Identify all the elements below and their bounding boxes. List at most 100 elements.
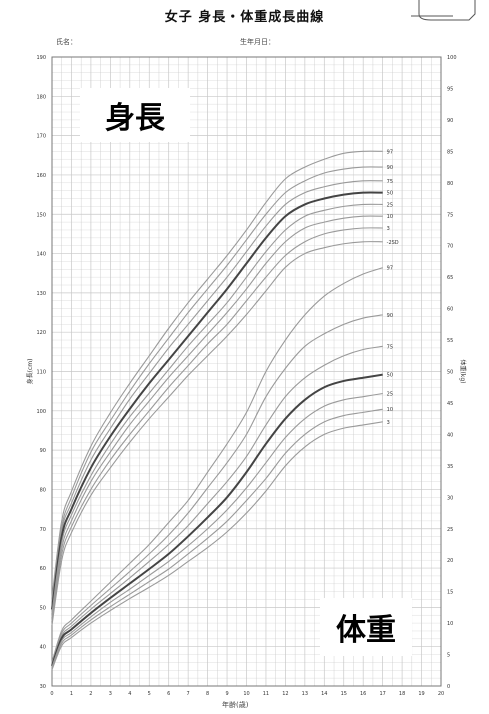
height-tick-label: 130 [36, 291, 46, 297]
x-tick-label: 0 [50, 691, 53, 697]
x-tick-label: 14 [321, 691, 327, 697]
height-tick-label: 140 [36, 252, 46, 258]
x-tick-label: 12 [282, 691, 288, 697]
x-tick-label: 8 [206, 691, 209, 697]
weight-tick-label: 20 [447, 558, 453, 564]
height-label-p10: 10 [387, 214, 393, 220]
weight-tick-label: 15 [447, 590, 453, 596]
height-label-p3: 3 [387, 226, 390, 232]
height-line-p25 [51, 203, 383, 614]
corner-decoration [411, 0, 476, 21]
plot-frame [51, 56, 442, 687]
x-tick-label: 4 [128, 691, 131, 697]
height-curves [51, 150, 383, 626]
weight-label-p3: 3 [387, 420, 390, 426]
weight-tick-label: 35 [447, 464, 453, 470]
weight-label-p50: 50 [387, 373, 393, 379]
x-tick-label: 18 [399, 691, 405, 697]
x-tick-label: 20 [438, 691, 444, 697]
weight-tick-label: 40 [447, 432, 453, 438]
weight-tick-label: 60 [447, 307, 453, 313]
height-tick-label: 50 [40, 605, 46, 611]
height-tick-label: 190 [36, 55, 46, 61]
height-tick-label: 110 [36, 370, 46, 376]
height-line-p90 [51, 166, 383, 602]
height-tick-label: 90 [40, 448, 46, 454]
weight-tick-label: 45 [447, 401, 453, 407]
weight-tick-label: 80 [447, 181, 453, 187]
x-tick-label: 9 [225, 691, 228, 697]
weight-label-p90: 90 [387, 313, 393, 319]
birthdate-label: 生年月日： [240, 38, 275, 46]
weight-line-p25 [51, 392, 383, 668]
height-tick-label: 100 [36, 409, 46, 415]
weight-tick-label: 90 [447, 118, 453, 124]
weight-line-p75 [51, 345, 383, 665]
weight-label-p25: 25 [387, 392, 393, 398]
height-label-p75: 75 [387, 179, 393, 185]
height-line-p3 [51, 227, 383, 622]
x-tick-label: 7 [187, 691, 190, 697]
weight-label-p75: 75 [387, 344, 393, 350]
weight-tick-label: 100 [447, 55, 457, 61]
height-tick-label: 30 [40, 684, 46, 690]
height-tick-label: 170 [36, 134, 46, 140]
weight-line-p90 [51, 314, 383, 664]
height-tick-label: 70 [40, 527, 46, 533]
x-tick-label: 19 [418, 691, 424, 697]
weight-tick-label: 75 [447, 212, 453, 218]
height-label-p97: 97 [387, 149, 393, 155]
height-section-label: 身長 [80, 88, 190, 142]
weight-tick-label: 25 [447, 527, 453, 533]
weight-tick-label: 0 [447, 684, 450, 690]
height-tick-label: 40 [40, 645, 46, 651]
height-tick-label: 180 [36, 94, 46, 100]
height-label-p-2SD: -2SD [387, 240, 399, 246]
weight-tick-label: 65 [447, 275, 453, 281]
weight-line-p10 [51, 408, 383, 669]
height-line-p-2SD [51, 241, 383, 626]
height-label-p50: 50 [387, 191, 393, 197]
weight-line-p3 [51, 421, 383, 670]
x-axis-label: 年齢(歳) [222, 701, 249, 709]
weight-tick-label: 10 [447, 621, 453, 627]
curve-labels: 97 90 75 50 25 10 3 -2SD 97 90 75 50 25 10 3 [387, 149, 399, 425]
x-tick-label: 17 [379, 691, 385, 697]
height-tick-label: 120 [36, 330, 46, 336]
weight-tick-label: 85 [447, 149, 453, 155]
x-tick-label: 3 [109, 691, 112, 697]
height-tick-label: 160 [36, 173, 46, 179]
weight-tick-label: 50 [447, 370, 453, 376]
x-tick-label: 16 [360, 691, 366, 697]
weight-line-p50 [51, 373, 383, 667]
right-axis-label: 体重(kg) [459, 360, 467, 384]
height-tick-label: 150 [36, 212, 46, 218]
name-field-label: 氏名： [56, 38, 77, 46]
height-line-p97 [51, 150, 383, 598]
height-line-p75 [51, 180, 383, 606]
x-tick-label: 13 [302, 691, 308, 697]
weight-tick-label: 5 [447, 653, 450, 659]
weight-section-label: 体重 [320, 598, 412, 656]
weight-tick-label: 55 [447, 338, 453, 344]
height-line-p50 [51, 191, 383, 610]
weight-label-p10: 10 [387, 407, 393, 413]
x-tick-label: 5 [148, 691, 151, 697]
height-tick-label: 60 [40, 566, 46, 572]
x-tick-label: 10 [243, 691, 249, 697]
height-label-p90: 90 [387, 165, 393, 171]
x-tick-label: 2 [89, 691, 92, 697]
axis-layer: 3040506070809010011012013014015016017018… [26, 55, 467, 697]
chart-title: 女子 身長・体重成長曲線 [164, 10, 325, 25]
height-line-p10 [51, 215, 383, 618]
x-tick-label: 1 [70, 691, 73, 697]
weight-tick-label: 95 [447, 86, 453, 92]
height-tick-label: 80 [40, 487, 46, 493]
height-label-p25: 25 [387, 202, 393, 208]
weight-curves [51, 267, 383, 670]
weight-tick-label: 70 [447, 244, 453, 250]
left-axis-label: 身長(cm) [26, 359, 34, 385]
weight-tick-label: 30 [447, 495, 453, 501]
